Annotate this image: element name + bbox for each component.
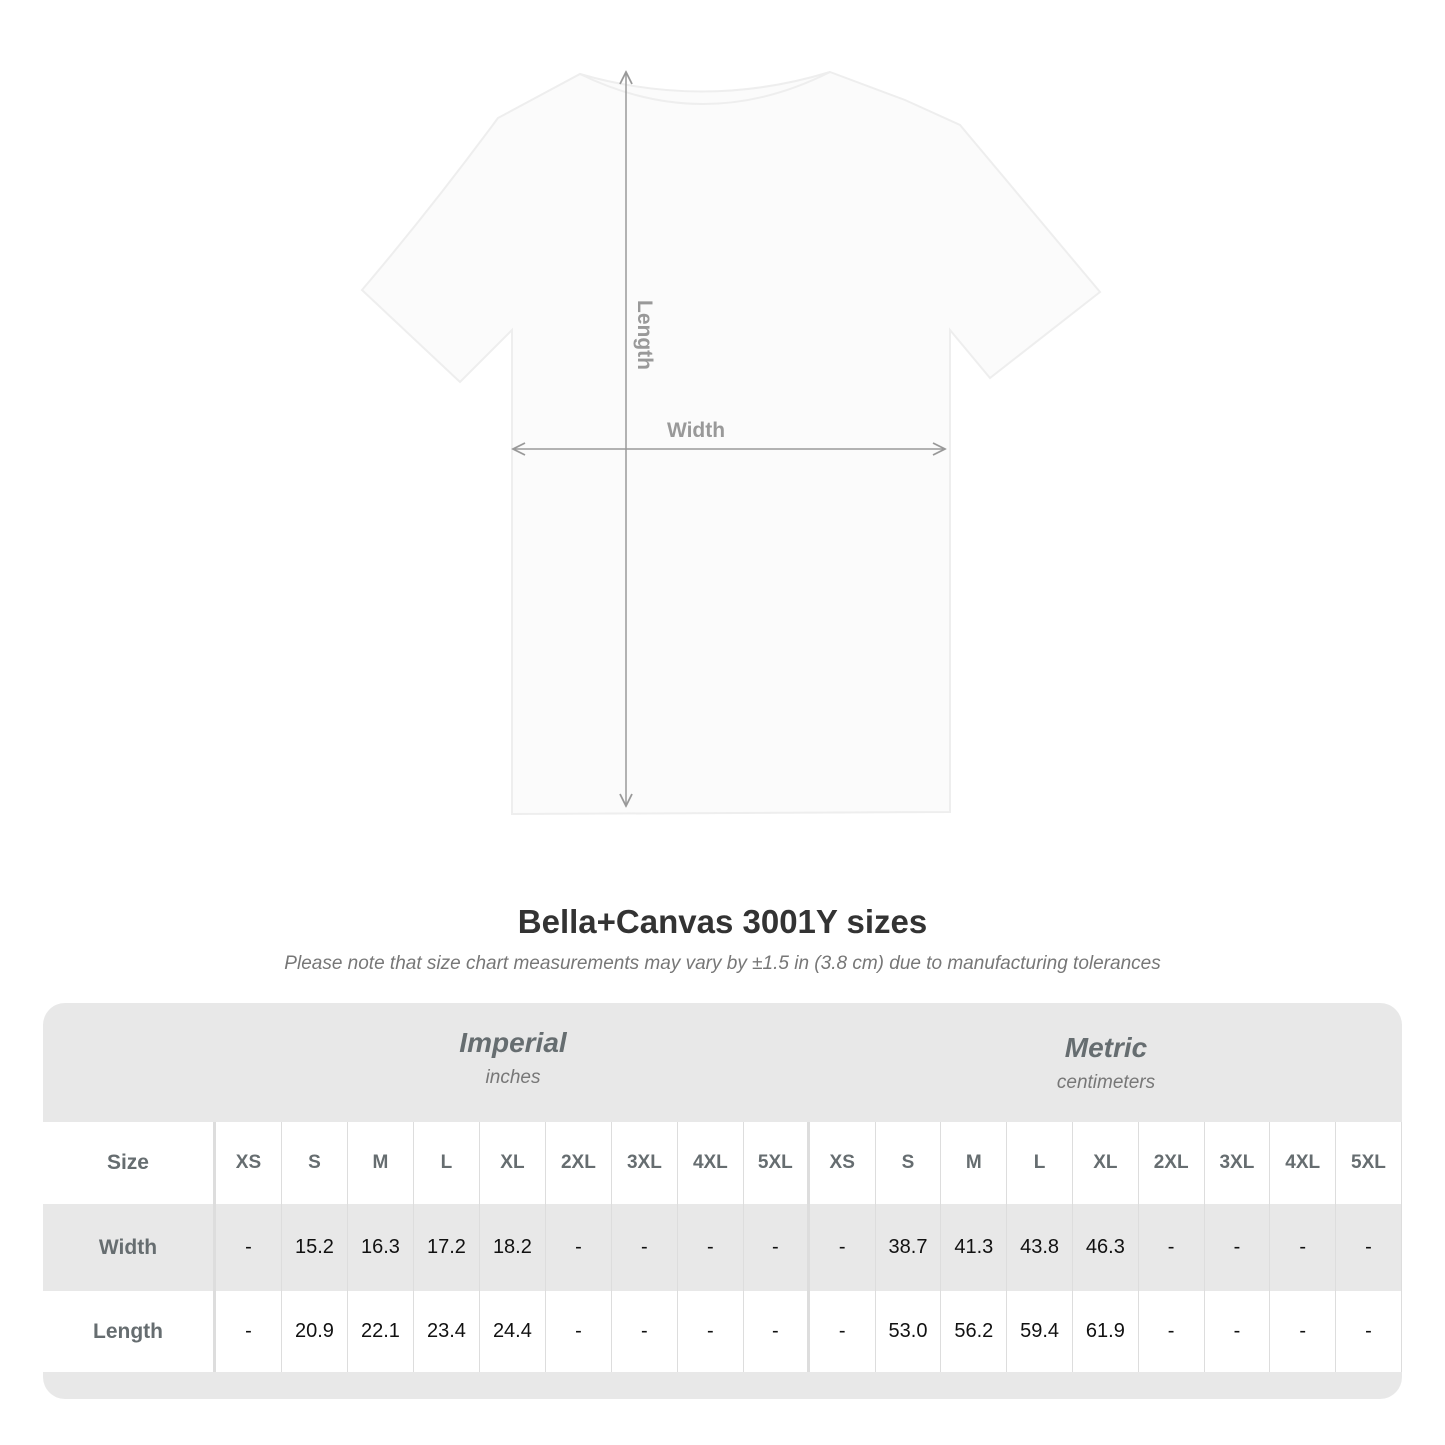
imperial-size-M: M bbox=[348, 1122, 414, 1204]
imperial-value: 16.3 bbox=[348, 1204, 414, 1291]
metric-value: 53.0 bbox=[876, 1291, 942, 1372]
imperial-value: - bbox=[678, 1204, 744, 1291]
row-label: Width bbox=[43, 1204, 216, 1291]
imperial-value: - bbox=[744, 1291, 810, 1372]
metric-value: - bbox=[1205, 1204, 1271, 1291]
imperial-size-L: L bbox=[414, 1122, 480, 1204]
imperial-size-XS: XS bbox=[216, 1122, 282, 1204]
metric-value: - bbox=[1139, 1204, 1205, 1291]
metric-value: 61.9 bbox=[1073, 1291, 1139, 1372]
imperial-header: Imperial inches bbox=[216, 1003, 810, 1122]
metric-size-M: M bbox=[941, 1122, 1008, 1204]
imperial-value: - bbox=[216, 1291, 282, 1372]
imperial-unit: inches bbox=[485, 1067, 541, 1088]
metric-value: 43.8 bbox=[1007, 1204, 1073, 1291]
metric-size-2XL: 2XL bbox=[1139, 1122, 1205, 1204]
metric-value: - bbox=[1336, 1291, 1402, 1372]
imperial-title: Imperial bbox=[459, 1027, 567, 1058]
metric-value: 46.3 bbox=[1073, 1204, 1139, 1291]
size-table: Imperial inches Metric centimeters Size X… bbox=[43, 1003, 1402, 1399]
metric-size-XL: XL bbox=[1073, 1122, 1139, 1204]
imperial-value: 15.2 bbox=[282, 1204, 348, 1291]
imperial-value: - bbox=[612, 1204, 678, 1291]
imperial-value: 18.2 bbox=[480, 1204, 546, 1291]
imperial-value: - bbox=[546, 1291, 612, 1372]
metric-size-3XL: 3XL bbox=[1205, 1122, 1271, 1204]
imperial-value: 23.4 bbox=[414, 1291, 480, 1372]
imperial-size-XL: XL bbox=[480, 1122, 546, 1204]
tshirt-shape bbox=[360, 70, 1102, 816]
metric-value: - bbox=[810, 1291, 876, 1372]
metric-header: Metric centimeters bbox=[810, 1003, 1402, 1122]
metric-size-L: L bbox=[1007, 1122, 1073, 1204]
page-title: Bella+Canvas 3001Y sizes bbox=[517, 903, 928, 940]
imperial-value: - bbox=[216, 1204, 282, 1291]
imperial-value: - bbox=[546, 1204, 612, 1291]
size-header-label: Size bbox=[43, 1122, 216, 1204]
table-row: Length -20.9 22.1 23.4 24.4- - - - -53.0 56.2 59.4… bbox=[43, 1291, 1402, 1372]
imperial-value: 17.2 bbox=[414, 1204, 480, 1291]
metric-value: - bbox=[1139, 1291, 1205, 1372]
width-label: Width bbox=[667, 419, 725, 442]
metric-size-S: S bbox=[876, 1122, 942, 1204]
metric-value: 56.2 bbox=[941, 1291, 1008, 1372]
metric-unit: centimeters bbox=[1056, 1072, 1156, 1093]
imperial-size-4XL: 4XL bbox=[678, 1122, 744, 1204]
imperial-value: - bbox=[744, 1204, 810, 1291]
imperial-value: 22.1 bbox=[348, 1291, 414, 1372]
metric-title: Metric bbox=[1064, 1032, 1148, 1063]
metric-value: - bbox=[1270, 1291, 1337, 1372]
imperial-value: 24.4 bbox=[480, 1291, 546, 1372]
imperial-size-2XL: 2XL bbox=[546, 1122, 612, 1204]
metric-value: - bbox=[1205, 1291, 1271, 1372]
metric-size-4XL: 4XL bbox=[1270, 1122, 1337, 1204]
metric-value: - bbox=[1336, 1204, 1402, 1291]
metric-value: - bbox=[810, 1204, 876, 1291]
imperial-size-5XL: 5XL bbox=[744, 1122, 810, 1204]
length-label: Length bbox=[633, 300, 656, 370]
tshirt-diagram: Length Width bbox=[360, 0, 1102, 816]
metric-size-XS: XS bbox=[810, 1122, 876, 1204]
imperial-value: 20.9 bbox=[282, 1291, 348, 1372]
metric-value: 38.7 bbox=[876, 1204, 942, 1291]
tolerance-note: Please note that size chart measurements… bbox=[284, 953, 1161, 974]
metric-value: 41.3 bbox=[941, 1204, 1008, 1291]
row-label: Length bbox=[43, 1291, 216, 1372]
metric-value: - bbox=[1270, 1204, 1337, 1291]
metric-value: 59.4 bbox=[1007, 1291, 1073, 1372]
metric-size-5XL: 5XL bbox=[1336, 1122, 1402, 1204]
imperial-value: - bbox=[612, 1291, 678, 1372]
table-row: Width -15.2 16.3 17.2 18.2- - - - -38.7 41.3 43.8 4… bbox=[43, 1204, 1402, 1291]
imperial-value: - bbox=[678, 1291, 744, 1372]
size-header-row: Size XS S M L XL 2XL 3XL 4XL 5XL XS S M L XL 2XL 3XL 4XL 5… bbox=[43, 1122, 1402, 1204]
imperial-size-3XL: 3XL bbox=[612, 1122, 678, 1204]
imperial-size-S: S bbox=[282, 1122, 348, 1204]
